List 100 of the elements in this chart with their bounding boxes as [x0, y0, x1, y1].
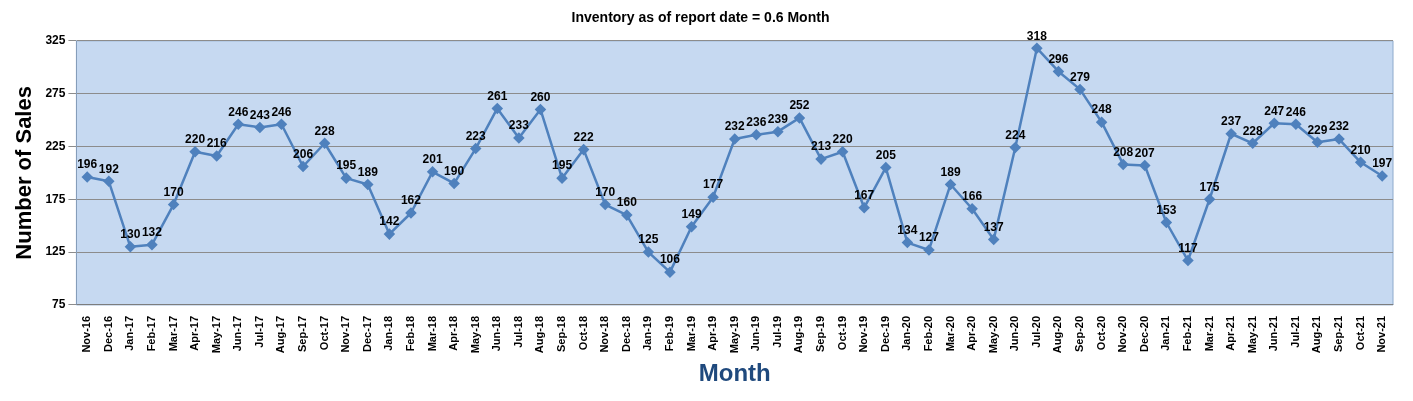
data-label: 142: [379, 214, 400, 229]
x-tick-label: Sep-17: [296, 315, 309, 352]
data-label: 236: [746, 115, 767, 130]
data-label: 224: [1005, 127, 1026, 142]
x-tick-label: Apr-17: [188, 315, 201, 351]
x-tick-label: Jan-19: [641, 315, 654, 351]
x-tick-label: Dec-18: [619, 315, 632, 352]
data-label: 279: [1070, 69, 1091, 84]
data-label: 246: [228, 104, 249, 119]
x-tick-label: Jan-17: [123, 315, 136, 351]
data-label: 232: [724, 119, 746, 134]
x-tick-label: Oct-20: [1094, 315, 1107, 351]
y-tick-label: 225: [45, 138, 66, 153]
data-label: 189: [357, 164, 379, 179]
y-tick-label: 75: [52, 297, 66, 312]
x-tick-label: Aug-19: [792, 315, 805, 354]
data-label: 239: [767, 111, 789, 126]
x-tick-label: Feb-21: [1180, 315, 1193, 352]
x-tick-label: Jul-21: [1288, 315, 1301, 348]
data-label: 195: [552, 158, 573, 173]
x-tick-label: Oct-19: [835, 315, 848, 351]
x-tick-label: Feb-17: [144, 315, 157, 352]
y-axis-title: Number of Sales: [11, 86, 37, 260]
data-label: 167: [854, 188, 875, 203]
x-tick-label: Sep-19: [814, 315, 827, 352]
x-tick-label: Nov-16: [80, 315, 93, 353]
x-tick-label: Dec-20: [1137, 315, 1150, 352]
x-tick-label: Mar-21: [1202, 315, 1215, 352]
y-tick-label: 325: [45, 33, 66, 48]
x-tick-label: Jun-18: [490, 315, 503, 352]
data-label: 192: [98, 161, 120, 176]
data-label: 134: [897, 222, 918, 237]
x-tick-label: May-21: [1245, 315, 1258, 354]
x-tick-label: May-18: [468, 315, 481, 354]
x-tick-label: Dec-16: [101, 315, 114, 352]
data-label: 213: [811, 139, 832, 154]
data-label: 170: [595, 184, 616, 199]
data-label: 233: [508, 118, 530, 133]
x-tick-label: Feb-18: [403, 315, 416, 352]
x-tick-label: Aug-20: [1051, 315, 1064, 354]
data-label: 243: [249, 107, 271, 122]
data-label: 190: [444, 163, 465, 178]
data-label: 160: [616, 195, 638, 210]
data-label: 252: [789, 98, 810, 113]
data-label: 127: [918, 230, 940, 245]
data-label: 261: [487, 88, 508, 103]
data-label: 166: [962, 189, 983, 204]
data-label: 201: [422, 152, 443, 167]
data-label: 196: [77, 157, 98, 172]
x-tick-label: Jan-20: [900, 315, 913, 351]
data-label: 175: [1199, 179, 1220, 194]
x-tick-label: Nov-21: [1375, 315, 1388, 353]
chart-title: Inventory as of report date = 0.6 Month: [571, 9, 830, 26]
data-label: 206: [293, 146, 314, 161]
x-tick-label: Nov-20: [1116, 315, 1129, 353]
data-label: 177: [703, 177, 724, 192]
data-label: 296: [1048, 51, 1069, 66]
data-label: 237: [1221, 114, 1242, 129]
x-tick-label: Jan-18: [382, 315, 395, 351]
x-tick-label: Apr-18: [447, 315, 460, 351]
data-label: 220: [832, 132, 853, 147]
x-tick-label: Apr-19: [706, 315, 719, 351]
x-tick-label: Oct-18: [576, 315, 589, 351]
x-tick-label: May-19: [727, 315, 740, 354]
x-tick-label: Nov-18: [598, 315, 611, 353]
data-label: 153: [1156, 202, 1177, 217]
data-label: 246: [271, 104, 292, 119]
data-label: 260: [530, 89, 551, 104]
x-tick-label: Aug-21: [1310, 315, 1323, 354]
x-tick-label: Jul-19: [770, 315, 783, 348]
data-label: 232: [1329, 119, 1350, 134]
y-tick-label: 125: [45, 244, 66, 259]
x-tick-label: Apr-21: [1224, 315, 1237, 351]
data-label: 228: [314, 123, 335, 138]
x-tick-label: Mar-20: [943, 315, 956, 352]
y-tick-label: 175: [45, 191, 66, 206]
data-label: 216: [206, 136, 228, 151]
x-tick-label: Feb-20: [921, 315, 934, 352]
x-tick-label: Nov-19: [857, 315, 870, 353]
x-tick-label: Dec-17: [360, 315, 373, 352]
data-label: 210: [1350, 142, 1371, 157]
x-tick-label: Oct-17: [317, 315, 330, 351]
x-tick-label: Aug-17: [274, 315, 287, 354]
x-tick-label: Jun-21: [1267, 315, 1280, 352]
x-tick-label: Dec-19: [878, 315, 891, 352]
x-tick-label: May-17: [209, 315, 222, 354]
x-tick-label: Jul-20: [1029, 315, 1042, 348]
x-tick-label: Sep-21: [1332, 315, 1345, 352]
x-tick-label: Apr-20: [965, 315, 978, 351]
data-label: 195: [336, 158, 357, 173]
x-tick-label: Sep-18: [555, 315, 568, 352]
x-tick-label: Mar-19: [684, 315, 697, 352]
data-label: 170: [163, 184, 184, 199]
data-label: 162: [400, 193, 422, 208]
x-tick-label: Jul-17: [252, 315, 265, 348]
x-tick-label: May-20: [986, 315, 999, 354]
data-label: 246: [1285, 104, 1307, 119]
data-label: 220: [185, 132, 206, 147]
x-tick-label: Nov-17: [339, 315, 352, 353]
data-label: 125: [638, 232, 659, 247]
